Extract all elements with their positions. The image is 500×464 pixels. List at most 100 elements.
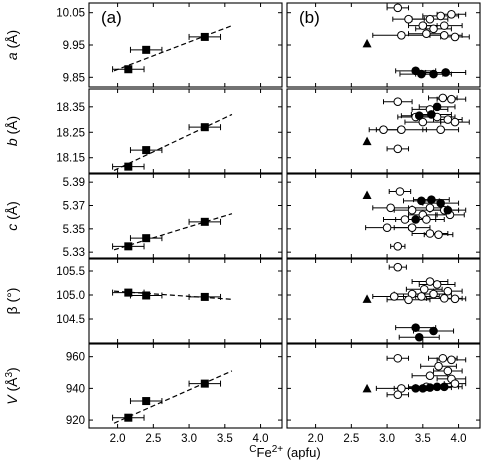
y-tick-label: 105.0 — [56, 290, 85, 302]
y-tick-label: 5.37 — [63, 201, 85, 213]
square-marker — [124, 413, 133, 422]
square-marker — [124, 65, 133, 74]
open-circle-marker — [422, 215, 431, 224]
panel-frame — [88, 343, 283, 429]
filled-circle-marker — [432, 382, 442, 392]
open-circle-marker — [395, 187, 405, 196]
open-circle-marker — [425, 229, 435, 238]
y-tick-label: 9.95 — [63, 40, 85, 52]
open-circle-marker — [400, 215, 410, 224]
open-circle-marker — [447, 355, 456, 365]
x-tick-label: 2.5 — [343, 433, 359, 445]
y-axis-labels: a (Å)b (Å)c (Å)β (°)V (Å3) — [4, 30, 20, 405]
square-marker — [142, 146, 151, 155]
filled-circle-marker — [443, 205, 453, 215]
y-tick-label: 10.05 — [56, 8, 85, 20]
open-circle-marker — [397, 31, 406, 40]
open-circle-marker — [429, 289, 438, 299]
y-tick-label: 960 — [66, 352, 85, 364]
triangle-marker — [362, 136, 372, 146]
panel-frame — [286, 258, 481, 344]
y-tick-label: 5.39 — [63, 177, 85, 189]
open-circle-marker — [393, 3, 403, 13]
open-circle-marker — [439, 294, 449, 303]
x-tick-label: 3.0 — [181, 433, 197, 445]
filled-circle-marker — [425, 383, 435, 392]
panel-a-a: 9.85 9.95 10.05 — [56, 2, 283, 88]
x-tick-label: 2.5 — [145, 433, 161, 445]
y-axis-label: a (Å) — [4, 30, 20, 60]
panels: 9.85 9.95 10.05 18.15 18.25 18.35 5.33 5.35 5.37… — [56, 2, 481, 429]
open-circle-marker — [393, 353, 403, 363]
square-marker — [124, 288, 133, 297]
panel-a-c: 5.33 5.35 5.37 5.39 — [63, 173, 283, 259]
open-circle-marker — [379, 125, 388, 135]
panel-b-b — [286, 88, 481, 174]
y-axis-label-unit: (Å — [4, 377, 20, 396]
panel-b-beta — [286, 258, 481, 344]
y-axis-label-symbol: a — [4, 52, 20, 60]
filled-circle-marker — [441, 68, 450, 77]
filled-circle-marker — [439, 382, 449, 392]
panel-frame — [88, 173, 283, 259]
trend-line — [113, 213, 233, 251]
trend-line — [113, 113, 233, 171]
open-circle-marker — [436, 125, 445, 135]
y-axis-label-symbol: b — [4, 138, 20, 146]
open-circle-marker — [429, 24, 438, 34]
open-circle-marker — [407, 223, 417, 232]
panel-frame — [286, 173, 481, 259]
panel-b-c — [286, 173, 481, 259]
y-tick-label: 18.35 — [56, 102, 85, 114]
open-circle-marker — [382, 223, 392, 232]
open-circle-marker — [404, 14, 413, 24]
triangle-marker — [362, 294, 372, 303]
open-circle-marker — [436, 11, 445, 21]
y-tick-label: 5.35 — [63, 224, 85, 236]
x-tick-label: 2.0 — [110, 433, 126, 445]
open-circle-marker — [439, 21, 449, 30]
open-circle-marker — [393, 262, 403, 272]
panel-label-a: (a) — [101, 8, 122, 27]
filled-circle-marker — [436, 198, 445, 208]
filled-circle-marker — [418, 384, 428, 393]
y-axis-label: c (Å) — [4, 201, 20, 231]
y-axis-label: V (Å3) — [4, 367, 20, 404]
open-circle-marker — [389, 292, 399, 301]
open-circle-marker — [393, 390, 403, 400]
open-circle-marker — [447, 94, 456, 104]
open-circle-marker — [418, 117, 428, 127]
triangle-marker — [362, 190, 372, 199]
filled-circle-marker — [411, 323, 420, 332]
y-axis-label-symbol: V — [4, 394, 20, 405]
y-axis-label-unit: (°) — [4, 288, 20, 307]
open-circle-marker — [419, 284, 429, 294]
panel-frame — [286, 88, 481, 174]
y-tick-label: 104.5 — [56, 314, 85, 326]
open-circle-marker — [450, 32, 460, 42]
filled-circle-marker — [429, 69, 438, 79]
square-marker — [124, 162, 133, 171]
filled-circle-marker — [414, 332, 424, 342]
x-axis-label-site: C — [249, 444, 256, 455]
open-circle-marker — [425, 14, 435, 24]
open-circle-marker — [422, 29, 431, 38]
square-marker — [142, 234, 151, 243]
open-circle-marker — [407, 205, 417, 215]
open-circle-marker — [434, 230, 443, 239]
square-marker — [200, 123, 209, 132]
panel-a-V: 920 940 960 — [66, 343, 283, 429]
open-circle-marker — [438, 93, 448, 103]
square-marker — [200, 32, 209, 41]
x-axis-label: CFe2+ (apfu) — [249, 444, 320, 460]
open-circle-marker — [443, 366, 453, 376]
panel-frame — [88, 258, 283, 344]
trend-line — [113, 370, 233, 424]
panel-frame — [286, 343, 481, 429]
square-marker — [200, 217, 209, 226]
square-marker — [124, 242, 133, 251]
x-axis-label-unit: (apfu) — [283, 445, 321, 460]
square-marker — [142, 397, 151, 406]
y-tick-label: 940 — [66, 383, 85, 395]
